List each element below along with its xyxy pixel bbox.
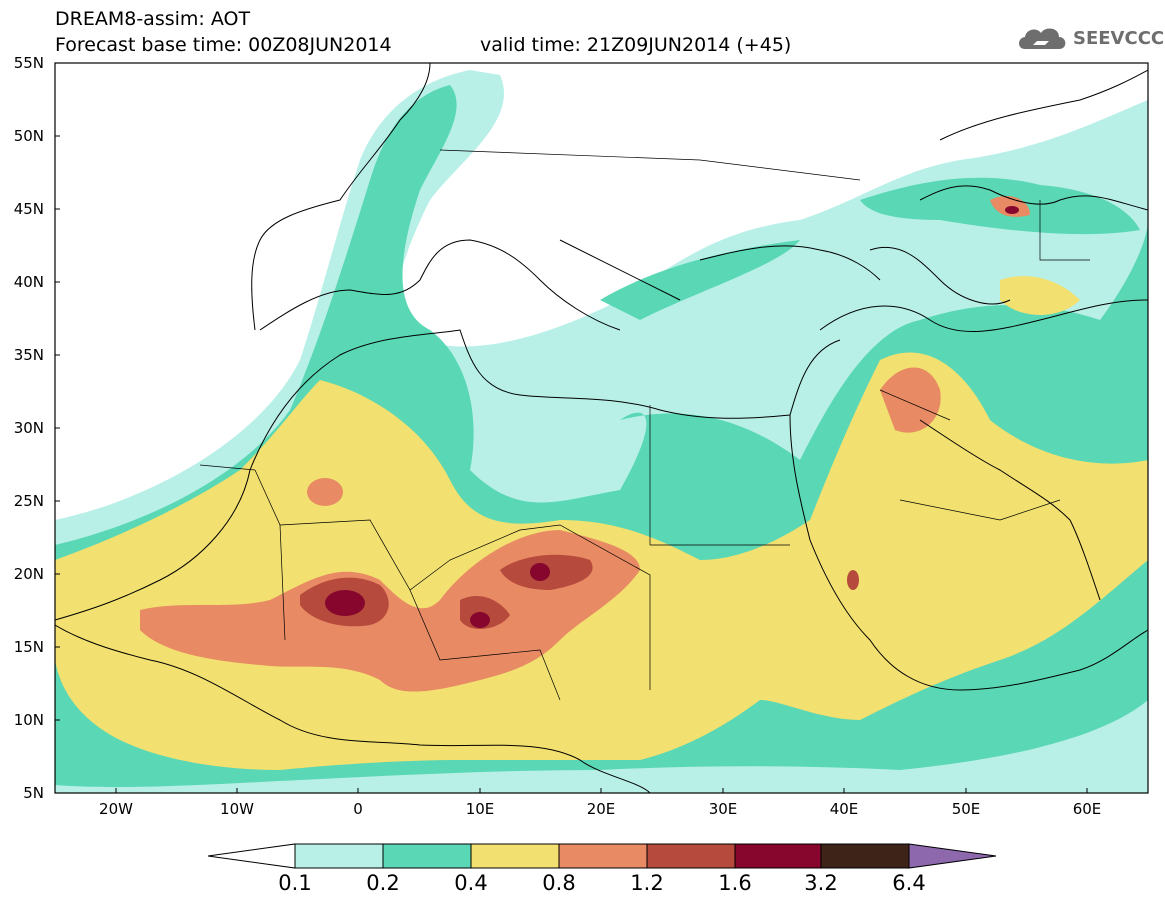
- colorbar-label: 0.2: [366, 871, 400, 895]
- lat-label: 25N: [13, 492, 44, 510]
- lat-label: 55N: [13, 54, 44, 72]
- lon-label: 40E: [829, 800, 859, 818]
- colorbar-under-arrow: [207, 843, 296, 869]
- lat-label: 50N: [13, 127, 44, 145]
- colorbar-label: 1.2: [630, 871, 664, 895]
- colorbar-label: 1.6: [718, 871, 752, 895]
- lon-label: 10W: [220, 800, 254, 818]
- lat-label: 20N: [13, 565, 44, 583]
- lon-label: 0: [353, 800, 363, 818]
- lat-label: 10N: [13, 711, 44, 729]
- cloud-icon: [1019, 28, 1066, 49]
- lat-label: 5N: [23, 784, 44, 802]
- colorbar-label: 0.4: [454, 871, 488, 895]
- colorbar: [207, 843, 997, 869]
- colorbar-label: 6.4: [892, 871, 926, 895]
- valid-time: valid time: 21Z09JUN2014 (+45): [480, 34, 792, 56]
- lon-label: 60E: [1072, 800, 1102, 818]
- logo-text: SEEVCCC: [1073, 27, 1165, 49]
- colorbar-label: 0.8: [542, 871, 576, 895]
- aot-field: [55, 63, 1148, 793]
- colorbar-box-1.6: [734, 843, 822, 869]
- title-line1: DREAM8-assim: AOT: [55, 8, 251, 30]
- lon-label: 20E: [586, 800, 616, 818]
- lon-label: 50E: [951, 800, 981, 818]
- colorbar-box-1.2: [646, 843, 736, 869]
- borders: [199, 149, 1090, 701]
- lat-label: 35N: [13, 346, 44, 364]
- colorbar-over-arrow: [908, 843, 997, 869]
- lat-label: 45N: [13, 200, 44, 218]
- seevccc-logo: SEEVCCC: [1015, 20, 1164, 56]
- aot-level-1.6: [325, 206, 1019, 628]
- coastlines: [55, 63, 1148, 793]
- colorbar-box-0.1: [294, 843, 384, 869]
- colorbar-box-0.4: [470, 843, 560, 869]
- colorbar-label: 3.2: [804, 871, 838, 895]
- axis-ticks: [55, 62, 1088, 794]
- colorbar-box-0.2: [382, 843, 472, 869]
- colorbar-box-0.8: [558, 843, 648, 869]
- lat-label: 15N: [13, 638, 44, 656]
- colorbar-label: 0.1: [278, 871, 312, 895]
- lon-label: 20W: [99, 800, 133, 818]
- lon-label: 10E: [465, 800, 495, 818]
- lon-label: 30E: [708, 800, 738, 818]
- lat-label: 40N: [13, 273, 44, 291]
- lat-label: 30N: [13, 419, 44, 437]
- colorbar-box-3.2: [820, 843, 910, 869]
- title-line2: Forecast base time: 00Z08JUN2014: [55, 34, 392, 56]
